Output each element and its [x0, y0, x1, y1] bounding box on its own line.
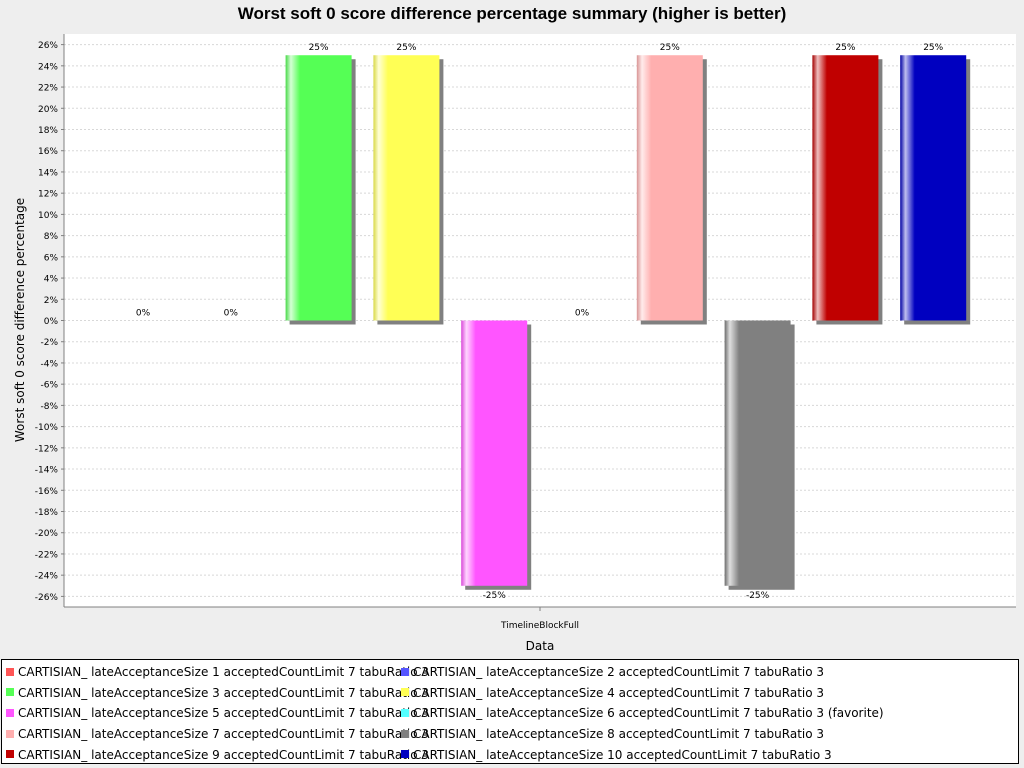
legend-item: CARTISIAN_ lateAcceptanceSize 7 accepted…: [6, 724, 429, 744]
legend-label: CARTISIAN_ lateAcceptanceSize 4 accepted…: [413, 685, 825, 700]
legend-item: CARTISIAN_ lateAcceptanceSize 4 accepted…: [401, 683, 824, 703]
legend-label: CARTISIAN_ lateAcceptanceSize 8 accepted…: [413, 727, 825, 742]
y-axis-label: Worst soft 0 score difference percentage: [13, 198, 27, 442]
bar: [724, 320, 791, 586]
legend-swatch: [401, 667, 409, 676]
y-tick-label: -6%: [40, 381, 58, 391]
legend-swatch: [401, 708, 409, 717]
bar-value-label: 0%: [575, 309, 590, 319]
bar-value-label: 25%: [660, 43, 680, 53]
y-tick-label: 10%: [38, 211, 58, 221]
bar: [461, 320, 528, 586]
y-tick-label: -16%: [35, 487, 59, 497]
y-tick-label: -12%: [35, 444, 59, 454]
y-tick-label: 24%: [38, 62, 58, 72]
y-tick-label: 8%: [44, 232, 59, 242]
legend-label: CARTISIAN_ lateAcceptanceSize 5 accepted…: [18, 706, 430, 721]
y-tick-label: 6%: [44, 253, 59, 263]
y-tick-label: -14%: [35, 466, 59, 476]
legend-item: CARTISIAN_ lateAcceptanceSize 1 accepted…: [6, 662, 429, 682]
y-tick-label: 20%: [38, 105, 58, 115]
legend-item: CARTISIAN_ lateAcceptanceSize 10 accepte…: [401, 745, 832, 765]
y-tick-label: 26%: [38, 41, 58, 51]
y-tick-label: -2%: [40, 338, 58, 348]
bar: [636, 55, 703, 321]
y-tick-label: 16%: [38, 147, 58, 157]
bar-value-label: 25%: [309, 43, 329, 53]
legend-label: CARTISIAN_ lateAcceptanceSize 2 accepted…: [413, 665, 825, 679]
y-tick-label: -26%: [35, 593, 59, 603]
legend-item: CARTISIAN_ lateAcceptanceSize 3 accepted…: [6, 683, 429, 703]
legend-swatch: [6, 667, 14, 676]
bar: [373, 55, 440, 321]
y-tick-label: -22%: [35, 550, 59, 560]
x-category-label: TimelineBlockFull: [500, 621, 579, 631]
legend-swatch: [6, 750, 14, 759]
legend-label: CARTISIAN_ lateAcceptanceSize 9 accepted…: [18, 747, 430, 762]
y-tick-label: -18%: [35, 508, 59, 518]
legend-swatch: [6, 708, 14, 717]
y-tick-label: -20%: [35, 529, 59, 539]
legend-item: CARTISIAN_ lateAcceptanceSize 9 accepted…: [6, 745, 429, 765]
y-axis-ticks: 26% 24% 22% 20% 18% 16% 14% 12% 10% 8% 6% 4% 2% 0% -2%…: [35, 41, 64, 603]
chart-title: Worst soft 0 score difference percentage…: [238, 4, 787, 23]
bar-value-label: 25%: [835, 43, 855, 53]
y-tick-label: -24%: [35, 572, 59, 582]
legend-label: CARTISIAN_ lateAcceptanceSize 10 accepte…: [413, 747, 832, 762]
bar-value-label: -25%: [746, 591, 770, 601]
bars: 0% 0% 25% 25% -25% 0% 25% -25% 25% 25%: [136, 43, 971, 601]
legend-item: CARTISIAN_ lateAcceptanceSize 8 accepted…: [401, 724, 824, 744]
bar: [900, 55, 967, 321]
legend: CARTISIAN_ lateAcceptanceSize 1 accepted…: [1, 659, 1019, 764]
legend-item: CARTISIAN_ lateAcceptanceSize 5 accepted…: [6, 703, 429, 723]
legend-swatch: [6, 688, 14, 697]
y-tick-label: 4%: [44, 275, 59, 285]
y-tick-label: 2%: [44, 296, 59, 306]
legend-item: CARTISIAN_ lateAcceptanceSize 6 accepted…: [401, 703, 884, 723]
x-axis-label: Data: [526, 639, 555, 653]
legend-label: CARTISIAN_ lateAcceptanceSize 3 accepted…: [18, 685, 430, 700]
y-tick-label: -10%: [35, 423, 59, 433]
bar-value-label: 25%: [923, 43, 943, 53]
y-tick-label: -4%: [40, 359, 58, 369]
legend-label: CARTISIAN_ lateAcceptanceSize 1 accepted…: [18, 665, 430, 679]
bar-value-label: 0%: [224, 309, 239, 319]
y-tick-label: -8%: [40, 402, 58, 412]
bar: [812, 55, 879, 321]
y-tick-label: 0%: [44, 317, 59, 327]
legend-swatch: [6, 729, 14, 738]
bar-value-label: -25%: [483, 591, 507, 601]
legend-swatch: [401, 688, 409, 697]
y-tick-label: 18%: [38, 126, 58, 136]
legend-swatch: [401, 750, 409, 759]
y-tick-label: 12%: [38, 190, 58, 200]
y-tick-label: 22%: [38, 84, 58, 94]
legend-swatch: [401, 729, 409, 738]
y-tick-label: 14%: [38, 168, 58, 178]
legend-label: CARTISIAN_ lateAcceptanceSize 7 accepted…: [18, 727, 430, 742]
legend-item: CARTISIAN_ lateAcceptanceSize 2 accepted…: [401, 662, 824, 682]
legend-label: CARTISIAN_ lateAcceptanceSize 6 accepted…: [413, 706, 884, 721]
bar-value-label: 25%: [396, 43, 416, 53]
chart-canvas: Worst soft 0 score difference percentage…: [13, 4, 1016, 653]
bar: [285, 55, 352, 321]
bar-value-label: 0%: [136, 309, 151, 319]
